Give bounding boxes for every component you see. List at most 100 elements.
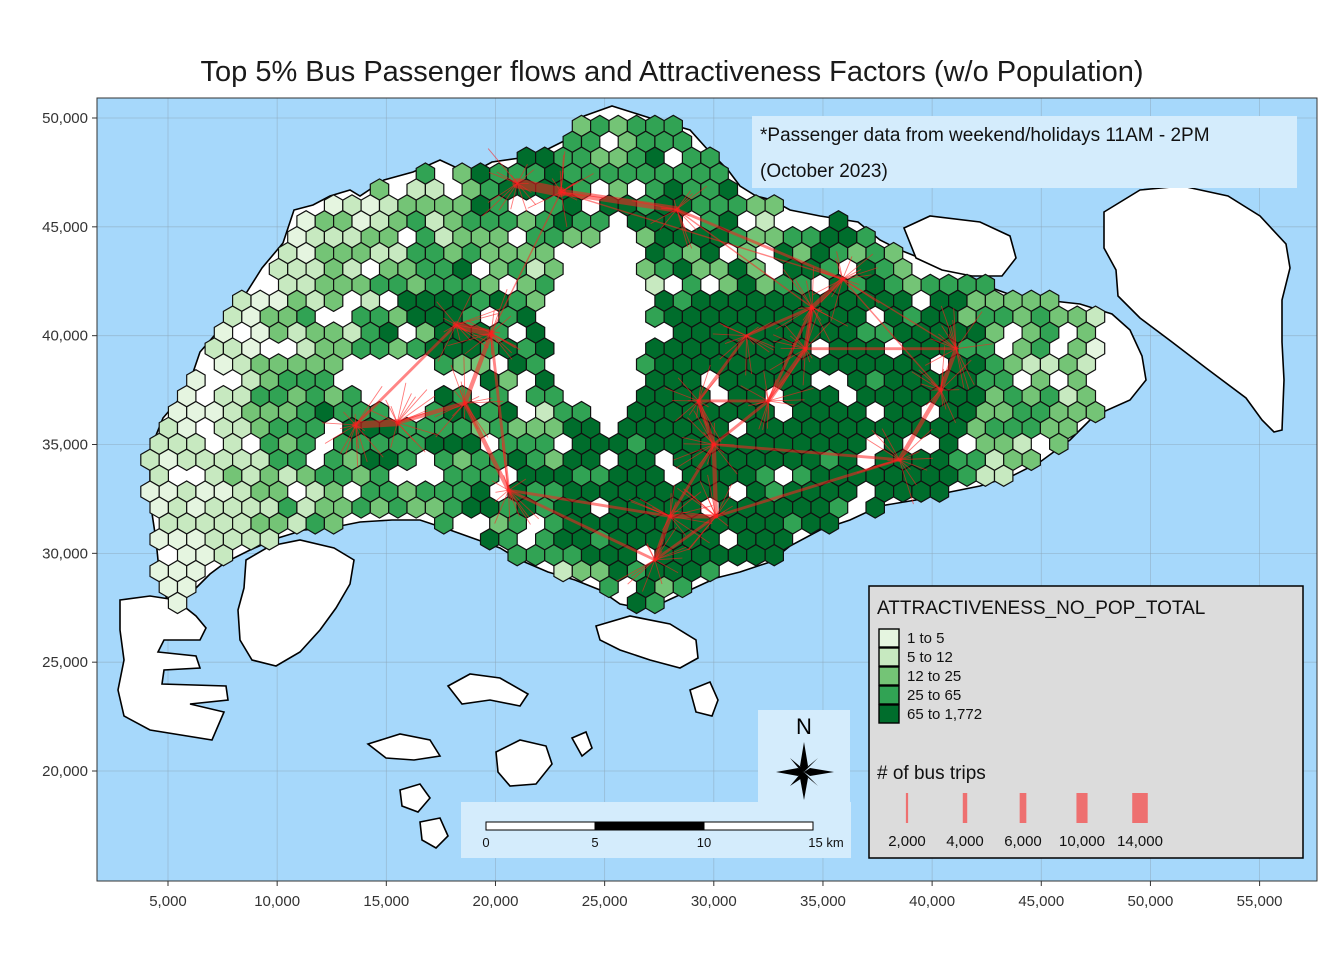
flow-line [712, 443, 901, 462]
flow-spoke [340, 424, 357, 454]
flow-legend-title: # of bus trips [877, 763, 986, 784]
bus-flow-lines [322, 148, 993, 592]
flow-spoke [740, 385, 769, 402]
southern-island-3 [495, 739, 553, 787]
flow-spoke [345, 424, 357, 455]
flow-spoke [698, 386, 702, 402]
flow-spoke [783, 269, 813, 308]
flow-spoke [385, 399, 398, 423]
flow-spoke [490, 333, 493, 355]
legend: ATTRACTIVENESS_NO_POP_TOTAL 1 to 5 5 to 1… [868, 585, 1304, 859]
fill-legend-label: 25 to 65 [907, 687, 961, 704]
jurong-island [237, 539, 355, 667]
hexagon-cell [479, 528, 500, 551]
flow-spoke [646, 543, 656, 561]
flow-spoke [503, 475, 510, 491]
flow-spoke [669, 493, 672, 517]
flow-spoke [675, 400, 699, 422]
flow-spoke [683, 488, 717, 517]
flow-spoke [758, 400, 769, 430]
flow-spoke [940, 389, 947, 410]
flow-spoke [630, 559, 656, 577]
flow-spoke [516, 183, 528, 212]
fill-legend-swatch [878, 628, 900, 648]
flow-spoke [464, 397, 493, 404]
y-tick-label: 20,000 [42, 763, 88, 780]
flow-spoke [676, 185, 708, 210]
hexagon-cell [865, 496, 886, 519]
x-tick-label: 40,000 [909, 893, 955, 910]
flow-spoke [560, 151, 566, 193]
flow-spoke [789, 335, 806, 350]
flow-spoke [559, 170, 562, 193]
flow-spoke [881, 428, 900, 460]
flow-spoke [450, 364, 466, 404]
scale-segment-1 [485, 821, 596, 831]
hexagon-cell [580, 225, 601, 249]
flow-spoke [712, 333, 747, 337]
y-tick-label: 45,000 [42, 219, 88, 236]
flow-line [897, 387, 943, 462]
flow-line [462, 331, 494, 406]
flow-spoke [746, 335, 770, 353]
flow-spoke [676, 209, 690, 217]
flow-legend-bar [1019, 793, 1027, 823]
flow-spoke [456, 313, 499, 326]
flow-spoke [762, 400, 769, 430]
flow-spoke [805, 321, 831, 350]
hexagon-cell [727, 543, 748, 567]
flow-spoke [941, 325, 957, 349]
y-tick-label: 40,000 [42, 328, 88, 345]
flow-spoke [670, 505, 713, 517]
flow-spoke [794, 278, 813, 308]
x-tick-label: 35,000 [800, 893, 846, 910]
sentosa-island [595, 615, 699, 669]
flow-spoke [948, 333, 957, 349]
flow-spoke [669, 484, 675, 517]
flow-spoke [670, 515, 713, 524]
flow-spoke [490, 310, 495, 334]
flow-spoke [630, 501, 671, 517]
x-tick-label: 25,000 [582, 893, 628, 910]
flow-spoke [805, 348, 813, 359]
hexagon-cell [746, 543, 766, 567]
flow-spoke [955, 348, 965, 389]
flow-spoke [746, 335, 775, 348]
flow-spoke [779, 348, 806, 390]
flow-spoke [339, 424, 356, 430]
hexagon-cell [452, 353, 472, 376]
y-tick-label: 35,000 [42, 437, 88, 454]
flow-spoke [745, 335, 747, 376]
flow-spoke [343, 411, 357, 426]
flow-spoke [706, 444, 715, 465]
flow-spoke [390, 422, 398, 449]
hexagon-cell [369, 337, 390, 360]
flow-spoke [490, 289, 508, 334]
flow-line [675, 207, 845, 281]
fill-legend-swatch [878, 685, 900, 705]
hexagon-cell [461, 496, 482, 519]
hexagon-cell [819, 512, 840, 535]
flow-spoke [508, 489, 540, 520]
hexagon-cell [819, 353, 840, 376]
flow-spoke [677, 487, 717, 517]
fill-legend-swatch [878, 704, 900, 724]
flow-legend-label: 14,000 [1117, 833, 1163, 850]
x-tick-label: 15,000 [363, 893, 409, 910]
flow-spoke [811, 306, 823, 312]
hexagon-cell [975, 464, 996, 487]
flow-spoke [773, 334, 806, 350]
data-note: *Passenger data from weekend/holidays 11… [752, 116, 1297, 188]
flow-spoke [842, 253, 874, 280]
flow-spoke [370, 409, 398, 424]
flow-spoke [510, 183, 518, 210]
flow-spoke [642, 559, 656, 592]
flow-spoke [496, 171, 518, 184]
flow-spoke [768, 387, 814, 402]
flow-spoke [455, 324, 461, 341]
flow-spoke [764, 388, 769, 402]
north-arrow: N [758, 710, 850, 802]
hexagon-cell [323, 289, 344, 313]
fill-legend-swatch [878, 647, 900, 667]
